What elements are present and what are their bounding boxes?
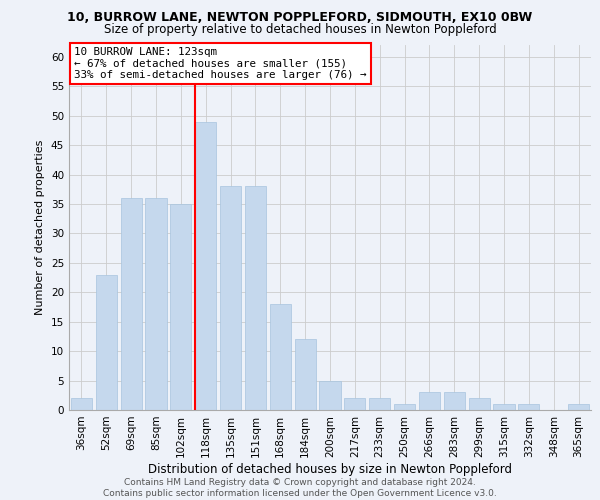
Bar: [145, 198, 167, 410]
Text: Size of property relative to detached houses in Newton Poppleford: Size of property relative to detached ho…: [104, 22, 496, 36]
Bar: [493, 404, 515, 410]
Bar: [170, 204, 191, 410]
Bar: [270, 304, 291, 410]
Bar: [319, 380, 341, 410]
Bar: [195, 122, 216, 410]
Text: Contains HM Land Registry data © Crown copyright and database right 2024.
Contai: Contains HM Land Registry data © Crown c…: [103, 478, 497, 498]
Text: 10, BURROW LANE, NEWTON POPPLEFORD, SIDMOUTH, EX10 0BW: 10, BURROW LANE, NEWTON POPPLEFORD, SIDM…: [67, 11, 533, 24]
Bar: [344, 398, 365, 410]
Bar: [220, 186, 241, 410]
Text: 10 BURROW LANE: 123sqm
← 67% of detached houses are smaller (155)
33% of semi-de: 10 BURROW LANE: 123sqm ← 67% of detached…: [74, 47, 367, 80]
Bar: [568, 404, 589, 410]
Bar: [369, 398, 390, 410]
Bar: [121, 198, 142, 410]
Bar: [469, 398, 490, 410]
Bar: [96, 274, 117, 410]
Bar: [245, 186, 266, 410]
Bar: [394, 404, 415, 410]
Y-axis label: Number of detached properties: Number of detached properties: [35, 140, 46, 315]
Bar: [419, 392, 440, 410]
Bar: [444, 392, 465, 410]
Bar: [518, 404, 539, 410]
Bar: [71, 398, 92, 410]
X-axis label: Distribution of detached houses by size in Newton Poppleford: Distribution of detached houses by size …: [148, 462, 512, 475]
Bar: [295, 340, 316, 410]
